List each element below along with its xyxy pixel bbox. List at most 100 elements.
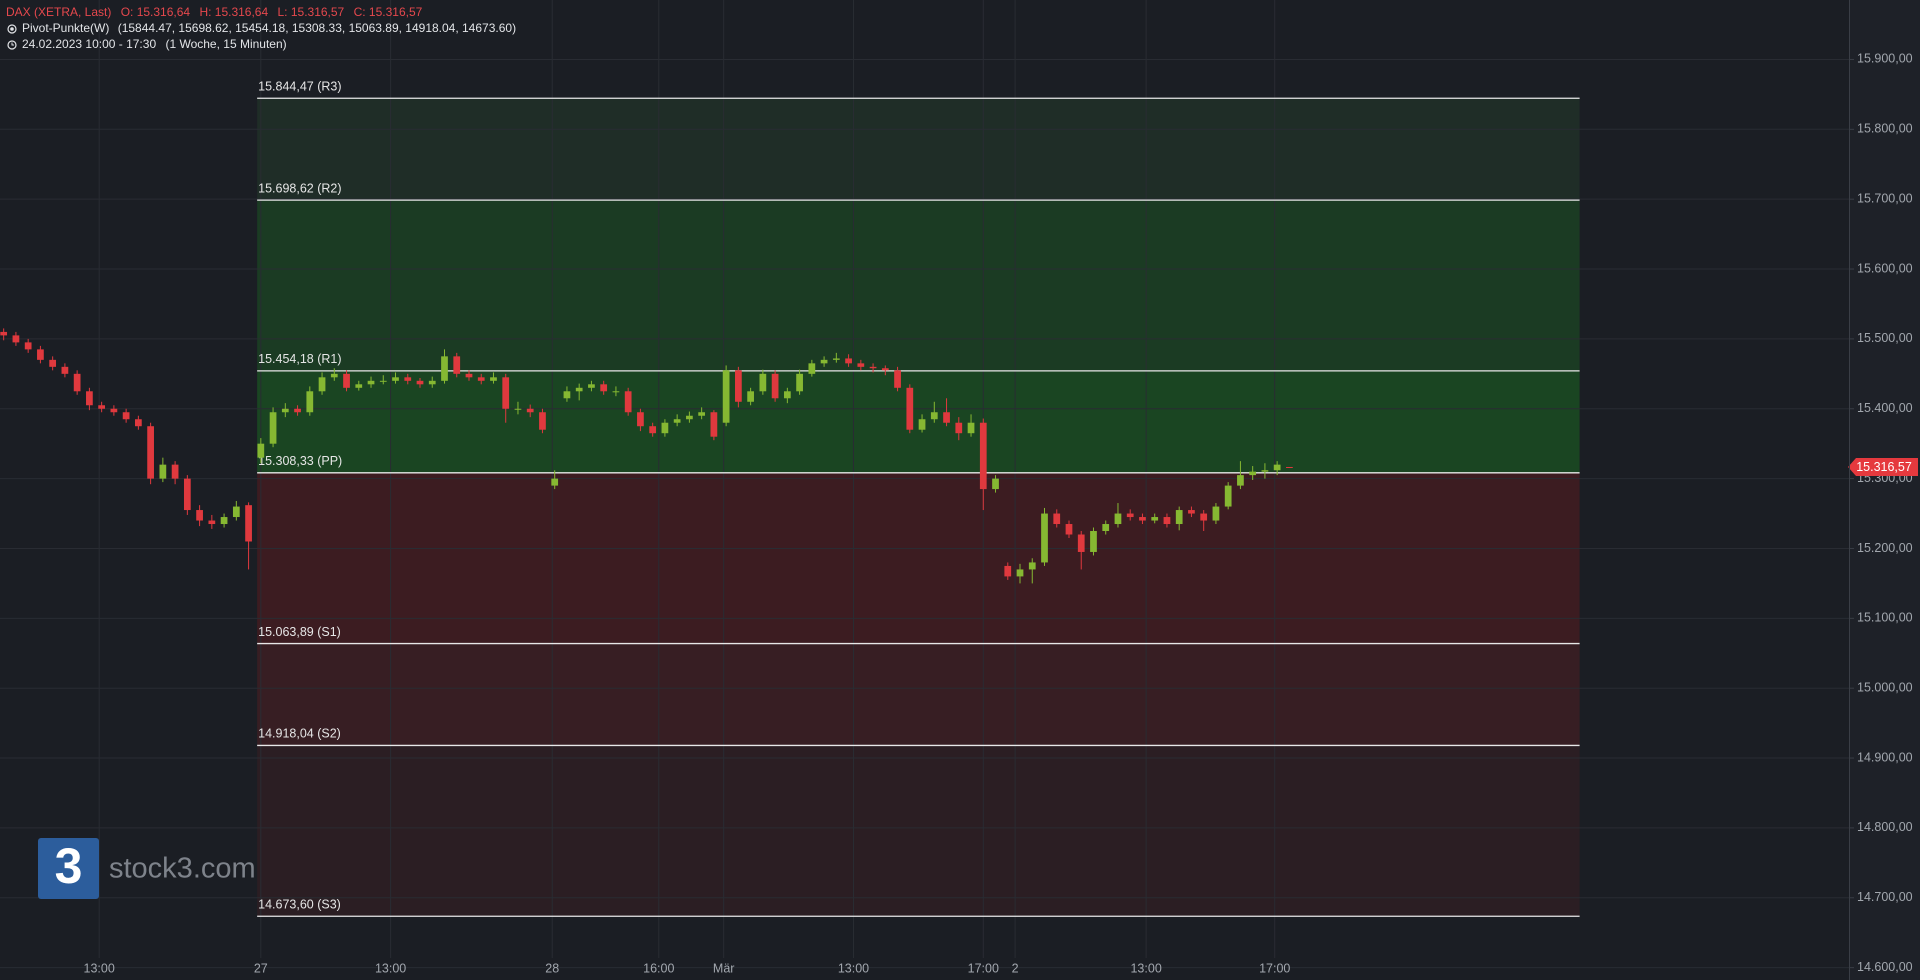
y-tick-label: 15.400,00 [1857,401,1913,415]
indicator-line: Pivot-Punkte(W) (15844.47, 15698.62, 154… [22,21,516,35]
y-tick-label: 14.700,00 [1857,890,1913,904]
candle-body [1273,464,1281,471]
x-tick-label: 17:00 [1259,961,1290,975]
candle-body [759,373,767,392]
candle-body [12,335,20,343]
candle-body [1237,475,1244,486]
candle-body [86,391,93,406]
candle-body [783,391,791,399]
candle-body [355,384,363,388]
x-tick-label: 13:00 [838,961,869,975]
candle-body [502,377,510,409]
logo-mark [38,838,99,899]
last-price-label: 15.316,57 [1856,460,1912,474]
candle-body [428,380,436,385]
pivot-label: 15.844,47 (R3) [258,80,341,94]
period-line: 24.02.2023 10:00 - 17:30 (1 Woche, 15 Mi… [22,37,287,51]
clock-hands [11,42,14,46]
candle-body [196,510,203,521]
pivot-label: 14.918,04 (S2) [258,727,341,741]
indicator-name: Pivot-Punkte(W) [22,21,109,35]
candle-body [1016,569,1024,577]
candle-body [183,478,191,511]
candle-body [1053,513,1061,525]
candle-body [930,412,938,420]
candle-body [918,419,926,430]
candle-body [722,370,730,423]
candle-body [869,366,877,369]
candle-body [845,358,852,364]
pivot-band [257,745,1580,917]
candle-body [110,408,118,413]
candle-body [967,422,975,434]
axis-background [1849,0,1920,980]
x-tick-label: 13:00 [1130,961,1161,975]
candle-body [1188,510,1195,514]
x-tick-label: 13:00 [84,961,115,975]
candle-body [98,405,106,409]
candle-body [208,520,216,525]
candle-body [416,380,424,385]
candle-body [575,387,583,392]
y-tick-label: 14.800,00 [1857,820,1913,834]
candle-body [600,384,608,392]
pivot-band [257,472,1580,644]
candle-body [392,377,399,381]
y-tick-label: 15.500,00 [1857,331,1913,345]
candle-body [735,370,742,402]
candle-body [257,443,265,458]
candle-body [1065,524,1073,535]
ohlc-label: H: 15.316,64 [199,5,268,19]
header-line: DAX (XETRA, Last) O: 15.316,64 H: 15.316… [6,5,423,19]
candle-body [1163,517,1171,525]
logo-mark-text: 3 [55,838,83,894]
x-tick-label: 27 [254,961,268,975]
candle-body [0,331,8,336]
x-tick-label: Mär [713,961,735,975]
candle-body [649,426,657,434]
candle-body [637,412,644,427]
candle-body [73,373,81,392]
x-tick-label: 28 [545,961,559,975]
candle-body [269,412,277,444]
candle-body [465,373,473,378]
last-price-badge [1848,458,1918,477]
candle-body [1139,517,1146,521]
candle-body [1028,562,1036,570]
candle-body [159,464,167,479]
candle-body [61,366,69,374]
candle-body [477,377,485,381]
candle-body [306,391,314,413]
candles [0,328,1293,584]
candle-body [453,356,461,374]
x-tick-label: 16:00 [643,961,674,975]
candle-body [232,506,240,518]
candle-body [24,342,32,350]
pivot-band [257,370,1580,473]
candle-body [992,478,999,490]
candle-body [404,377,412,381]
candle-body [906,387,914,430]
x-tick-label: 13:00 [375,961,406,975]
ohlc-label: O: 15.316,64 [121,5,191,19]
y-tick-label: 14.900,00 [1857,750,1913,764]
candle-body [881,368,889,371]
candle-body [710,412,718,437]
pivot-lines: 15.844,47 (R3) 15.698,62 (R2) 15.454,18 (R… [257,80,1580,917]
pivot-band [257,200,1580,371]
candle-body [1286,466,1293,468]
candle-body [1004,565,1012,577]
candle-body [526,408,534,413]
candle-body [294,408,301,413]
candle-body [343,373,350,388]
pivot-band [257,98,1580,201]
candle-body [539,412,546,430]
axes: 14.600,00 14.700,00 14.800,00 14.900,00 15.0… [84,52,1918,975]
candle-body [1102,524,1110,532]
candle-body [281,408,289,413]
candle-body [1175,510,1183,525]
candle-body [1090,531,1097,552]
indicator-values: (15844.47, 15698.62, 15454.18, 15308.33,… [118,21,516,35]
candle-body [894,370,901,388]
